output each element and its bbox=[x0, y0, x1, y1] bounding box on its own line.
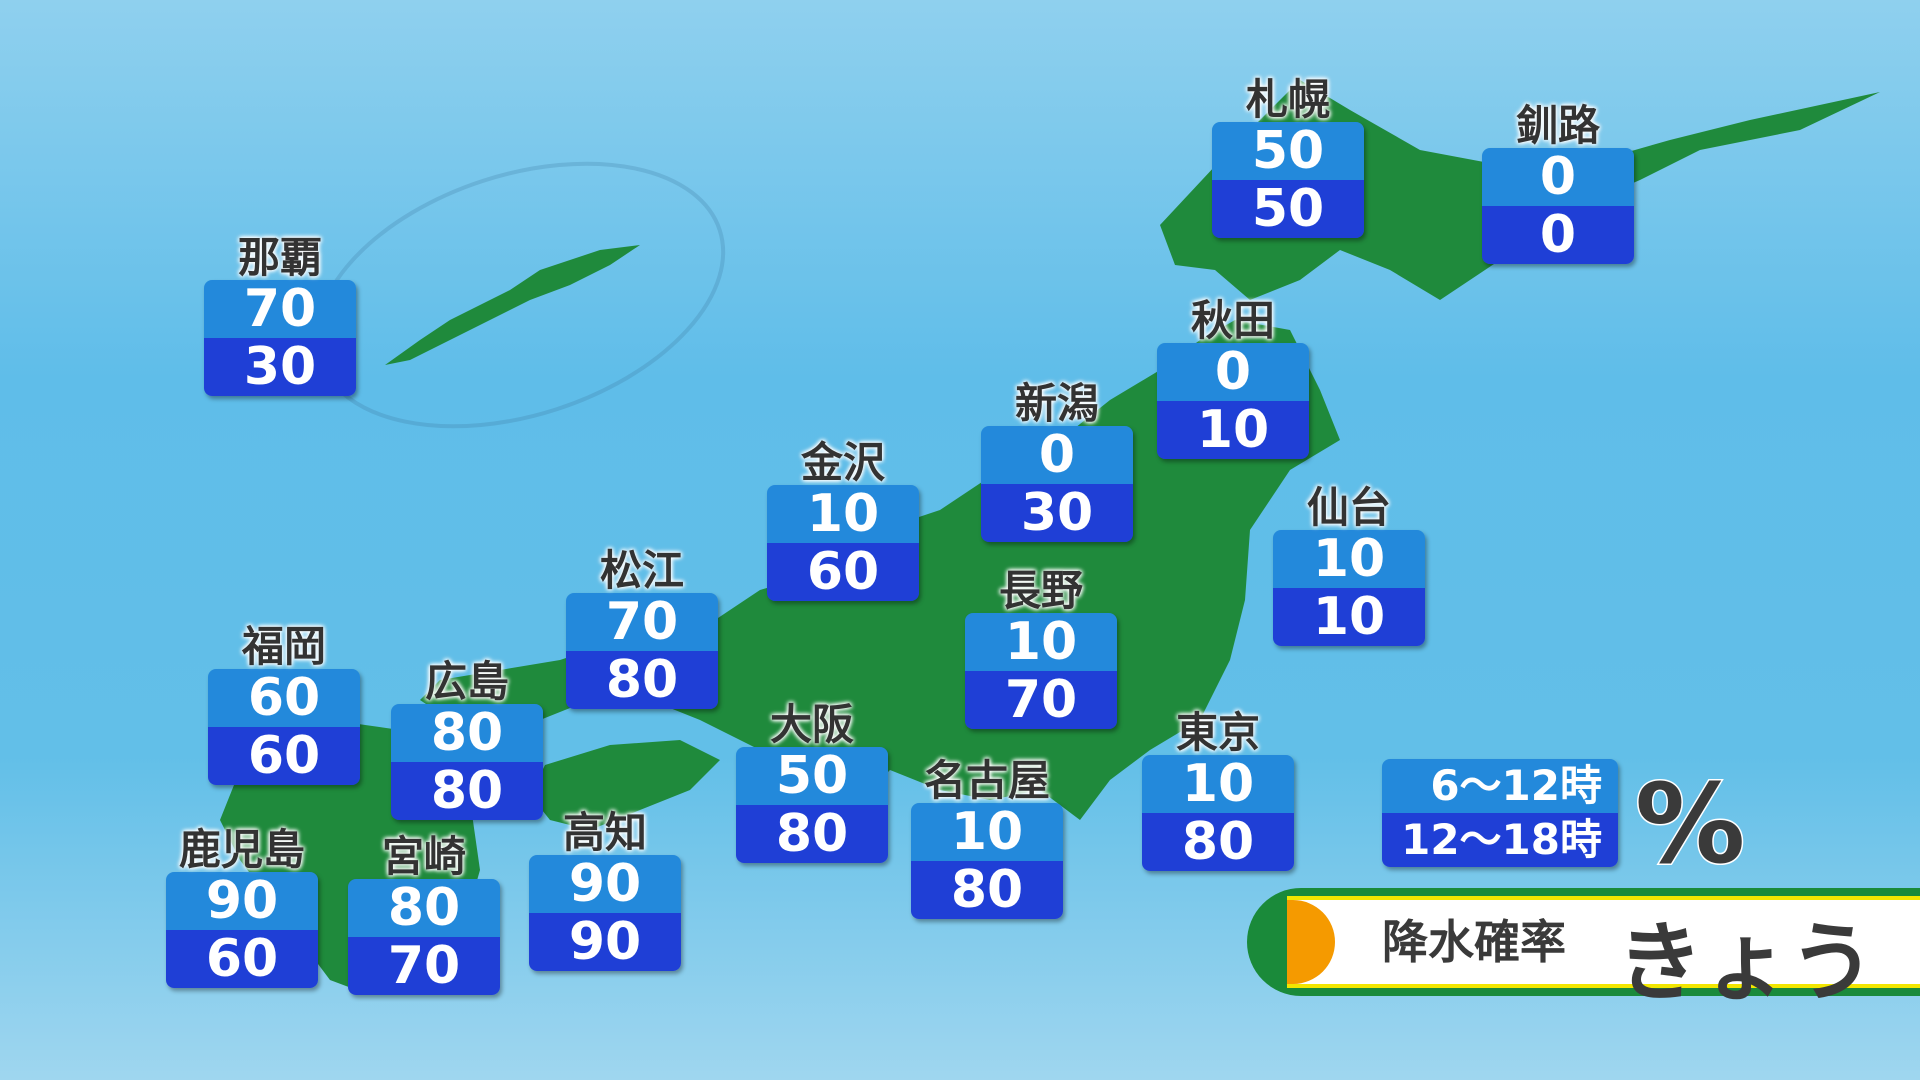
orange-semicircle-icon bbox=[1287, 900, 1335, 984]
legend-am: 6〜12時 bbox=[1382, 759, 1618, 813]
am-probability: 0 bbox=[1482, 148, 1634, 206]
city-name: 高知 bbox=[562, 808, 647, 857]
pm-probability: 80 bbox=[911, 861, 1063, 919]
city-forecast: 那覇 70 30 bbox=[204, 233, 356, 396]
legend-pm: 12〜18時 bbox=[1382, 813, 1618, 867]
city-name: 東京 bbox=[1175, 708, 1260, 757]
city-name: 長野 bbox=[998, 566, 1083, 615]
pm-probability: 90 bbox=[529, 913, 681, 971]
banner-title: 降水確率 bbox=[1382, 915, 1566, 969]
city-forecast: 仙台 10 10 bbox=[1273, 483, 1425, 646]
city-name: 仙台 bbox=[1306, 483, 1391, 532]
am-probability: 10 bbox=[1142, 755, 1294, 813]
am-probability: 50 bbox=[1212, 122, 1364, 180]
pm-probability: 60 bbox=[767, 543, 919, 601]
city-forecast: 新潟 0 30 bbox=[981, 379, 1133, 542]
am-probability: 0 bbox=[981, 426, 1133, 484]
pm-probability: 80 bbox=[1142, 813, 1294, 871]
city-name: 新潟 bbox=[1014, 379, 1099, 428]
am-probability: 90 bbox=[166, 872, 318, 930]
city-forecast: 鹿児島 90 60 bbox=[166, 825, 318, 988]
pm-probability: 80 bbox=[736, 805, 888, 863]
city-name: 宮崎 bbox=[381, 832, 466, 881]
am-probability: 80 bbox=[391, 704, 543, 762]
am-probability: 60 bbox=[208, 669, 360, 727]
city-forecast: 札幌 50 50 bbox=[1212, 75, 1364, 238]
city-name: 鹿児島 bbox=[178, 825, 305, 874]
city-name: 大阪 bbox=[769, 700, 854, 749]
pm-probability: 60 bbox=[208, 727, 360, 785]
am-probability: 0 bbox=[1157, 343, 1309, 401]
okinawa-islands bbox=[385, 245, 640, 365]
am-probability: 10 bbox=[1273, 530, 1425, 588]
pm-probability: 60 bbox=[166, 930, 318, 988]
city-name: 金沢 bbox=[800, 438, 885, 487]
pm-probability: 70 bbox=[965, 671, 1117, 729]
city-name: 松江 bbox=[599, 546, 684, 595]
pm-probability: 70 bbox=[348, 937, 500, 995]
pm-probability: 0 bbox=[1482, 206, 1634, 264]
pm-probability: 50 bbox=[1212, 180, 1364, 238]
city-forecast: 広島 80 80 bbox=[391, 657, 543, 820]
city-forecast: 松江 70 80 bbox=[566, 546, 718, 709]
pm-probability: 30 bbox=[981, 484, 1133, 542]
city-forecast: 金沢 10 60 bbox=[767, 438, 919, 601]
banner-day: きょう bbox=[1617, 913, 1875, 1013]
am-probability: 90 bbox=[529, 855, 681, 913]
pm-probability: 30 bbox=[204, 338, 356, 396]
pm-probability: 10 bbox=[1273, 588, 1425, 646]
city-forecast: 宮崎 80 70 bbox=[348, 832, 500, 995]
pm-probability: 80 bbox=[391, 762, 543, 820]
am-probability: 10 bbox=[767, 485, 919, 543]
city-name: 釧路 bbox=[1515, 101, 1600, 150]
am-probability: 10 bbox=[911, 803, 1063, 861]
city-forecast: 秋田 0 10 bbox=[1157, 296, 1309, 459]
percent-unit: % bbox=[1633, 759, 1746, 890]
am-probability: 80 bbox=[348, 879, 500, 937]
city-name: 福岡 bbox=[241, 622, 326, 671]
city-forecast: 高知 90 90 bbox=[529, 808, 681, 971]
pm-probability: 80 bbox=[566, 651, 718, 709]
time-legend: 6〜12時 12〜18時 bbox=[1382, 759, 1618, 867]
city-name: 札幌 bbox=[1245, 75, 1330, 124]
title-banner: 降水確率 きょう bbox=[1247, 888, 1920, 1013]
city-forecast: 東京 10 80 bbox=[1142, 708, 1294, 871]
city-name: 那覇 bbox=[237, 233, 322, 282]
city-forecast: 大阪 50 80 bbox=[736, 700, 888, 863]
shikoku bbox=[530, 740, 720, 830]
city-forecast: 福岡 60 60 bbox=[208, 622, 360, 785]
am-probability: 50 bbox=[736, 747, 888, 805]
city-forecast: 名古屋 10 80 bbox=[911, 756, 1063, 919]
city-name: 名古屋 bbox=[923, 756, 1050, 805]
city-forecast: 長野 10 70 bbox=[965, 566, 1117, 729]
city-name: 広島 bbox=[424, 657, 509, 706]
pm-probability: 10 bbox=[1157, 401, 1309, 459]
am-probability: 10 bbox=[965, 613, 1117, 671]
am-probability: 70 bbox=[566, 593, 718, 651]
am-probability: 70 bbox=[204, 280, 356, 338]
city-name: 秋田 bbox=[1190, 296, 1275, 345]
city-forecast: 釧路 0 0 bbox=[1482, 101, 1634, 264]
